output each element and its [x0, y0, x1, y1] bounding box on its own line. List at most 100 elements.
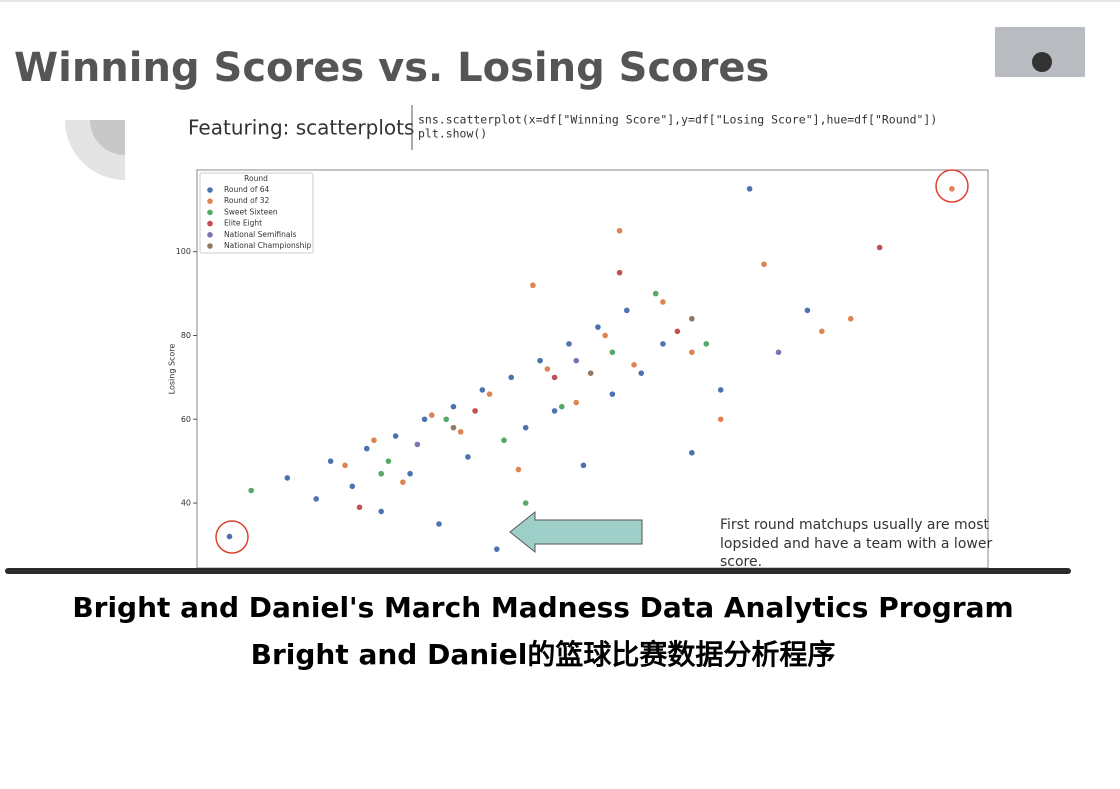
- scatter-point: [631, 362, 637, 368]
- scatter-point: [544, 366, 551, 372]
- scatter-point: [472, 408, 478, 414]
- scatter-point: [761, 261, 767, 268]
- scatter-point: [949, 186, 955, 192]
- scatter-point: [515, 466, 522, 473]
- scatter-point: [248, 487, 254, 494]
- scatter-point: [371, 437, 377, 444]
- caption: Bright and Daniel的篮球比赛数据分析程序: [251, 638, 836, 671]
- highlight-circle: [935, 169, 969, 203]
- scatter-point: [609, 349, 616, 356]
- scatter-point: [400, 479, 406, 485]
- scatter-point: [660, 341, 666, 347]
- scatter-point: [674, 328, 681, 335]
- slide-title: Winning Scores vs. Losing Scores: [14, 45, 769, 91]
- scatter-point: [819, 328, 825, 335]
- y-tick-label: 40: [181, 499, 191, 508]
- scatter-point: [595, 324, 601, 330]
- scatter-point: [876, 244, 883, 251]
- scatter-point: [378, 508, 385, 515]
- scatter-point: [580, 462, 587, 469]
- code-line: sns.scatterplot(x=df["Winning Score"],y=…: [418, 113, 937, 127]
- caption: Bright and Daniel's March Madness Data A…: [72, 591, 1013, 624]
- scatter-point: [746, 186, 753, 192]
- annotation: score.: [720, 554, 762, 570]
- scatter-point: [392, 433, 399, 439]
- scatter-point: [421, 416, 428, 423]
- legend-marker: [207, 198, 213, 204]
- scatter-point: [486, 391, 493, 397]
- y-tick-label: 60: [181, 415, 191, 424]
- scatter-point: [573, 357, 580, 364]
- scatter-point: [566, 341, 572, 347]
- scatter-point: [522, 424, 529, 431]
- video-bar: [5, 568, 1071, 574]
- legend-marker: [207, 232, 213, 238]
- scatter-point: [652, 290, 659, 297]
- y-axis-label: Losing Score: [168, 344, 177, 395]
- scatter-point: [616, 227, 623, 234]
- scatter-point: [479, 387, 486, 393]
- scatter-point: [775, 349, 782, 356]
- scatter-point: [804, 307, 811, 314]
- decoration: [90, 120, 125, 155]
- legend-marker: [207, 187, 213, 193]
- scatter-point: [587, 370, 594, 376]
- annotation: lopsided and have a team with a lower: [720, 536, 992, 552]
- scatter-point: [349, 483, 356, 490]
- plot: 40 60 80 100: [176, 186, 955, 552]
- legend-label: Round of 64: [224, 185, 269, 194]
- webcam-person: [1032, 52, 1052, 72]
- legend-marker: [207, 243, 213, 249]
- scatter-point: [327, 458, 334, 464]
- legend-label: Round of 32: [224, 196, 269, 205]
- scatter-point: [313, 496, 319, 502]
- scatter-point: [573, 399, 580, 406]
- legend-label: Elite Eight: [224, 219, 262, 228]
- legend-label: National Championship: [224, 241, 311, 250]
- scatter-point: [660, 299, 666, 305]
- scatter-point: [342, 462, 348, 469]
- scatter-point: [436, 521, 442, 527]
- scatter-point: [689, 349, 695, 356]
- scatter-point: [414, 441, 421, 448]
- scatter-point: [616, 269, 623, 276]
- scatter-point: [638, 370, 645, 376]
- scatter-point: [226, 533, 233, 540]
- scatter-point: [551, 374, 558, 381]
- scatter-point: [407, 470, 413, 477]
- scatter-point: [378, 470, 385, 477]
- scatter-point: [602, 332, 608, 339]
- scatter-point: [717, 416, 724, 423]
- scatter-point: [356, 504, 363, 511]
- legend-label: National Semifinals: [224, 230, 297, 239]
- scatter-point: [847, 315, 854, 322]
- legend: [199, 172, 314, 254]
- scatter-point: [465, 454, 471, 460]
- scatter-point: [450, 424, 457, 431]
- scatter-point: [493, 546, 500, 552]
- scatter-point: [363, 445, 370, 452]
- arrow: [509, 510, 643, 554]
- scatter-point: [624, 307, 630, 314]
- legend-label: Sweet Sixteen: [224, 207, 278, 216]
- scatter-point: [428, 412, 435, 418]
- legend-marker: [207, 209, 213, 216]
- scatter-point: [522, 500, 529, 506]
- plot-frame: [196, 169, 989, 569]
- scatter-point: [717, 387, 724, 393]
- scatter-point: [443, 416, 450, 423]
- scatter-point: [284, 475, 291, 481]
- highlight-circle: [215, 520, 249, 554]
- annotation: First round matchups usually are most: [720, 517, 990, 533]
- y-tick-label: 100: [176, 247, 191, 256]
- scatter-point: [450, 403, 457, 410]
- scatter-point: [457, 429, 464, 435]
- scatter-point: [558, 403, 565, 410]
- scatter-point: [703, 341, 710, 347]
- scatter-point: [508, 374, 515, 381]
- top-border: [0, 0, 1120, 2]
- legend-title: Round: [244, 174, 268, 183]
- scatter-point: [501, 437, 507, 444]
